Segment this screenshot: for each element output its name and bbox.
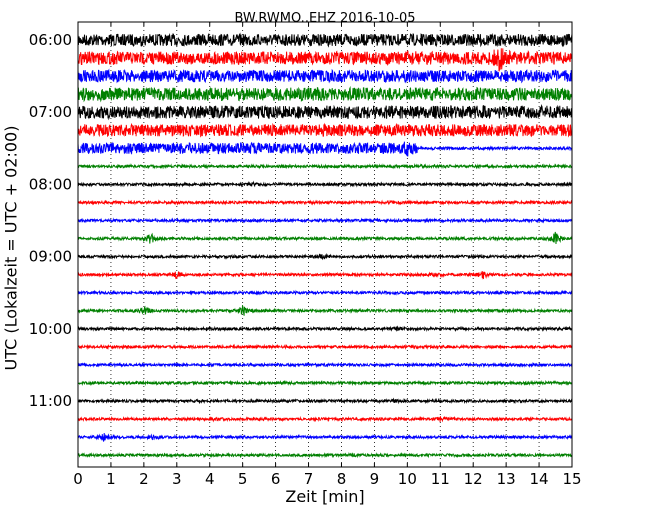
x-tick-label: 15: [562, 470, 581, 488]
x-tick-label: 3: [172, 470, 182, 488]
trace-0630-blue: [77, 68, 573, 84]
x-tick-label: 10: [398, 470, 417, 488]
y-tick-label: 10:00: [29, 320, 72, 338]
y-tick-label: 08:00: [29, 175, 72, 193]
trace-0700-black: [77, 104, 573, 121]
trace-0815-red: [77, 199, 573, 206]
trace-0845-green: [77, 231, 573, 245]
trace-0830-blue: [77, 217, 573, 224]
y-tick-label: 06:00: [29, 31, 72, 49]
trace-1115-red: [77, 415, 573, 423]
y-tick-label: 11:00: [29, 392, 72, 410]
x-tick-label: 11: [431, 470, 450, 488]
x-tick-label: 6: [271, 470, 281, 488]
trace-0900-black: [77, 253, 573, 261]
x-tick-label: 1: [106, 470, 116, 488]
trace-0930-blue: [77, 289, 573, 296]
trace-0715-red: [77, 122, 573, 138]
trace-0730-blue: [77, 141, 573, 157]
x-tick-label: 13: [497, 470, 516, 488]
x-tick-label: 9: [370, 470, 380, 488]
x-tick-label: 2: [139, 470, 149, 488]
x-tick-label: 14: [530, 470, 549, 488]
trace-0915-red: [77, 270, 573, 280]
x-tick-label: 0: [73, 470, 83, 488]
y-tick-label: 07:00: [29, 103, 72, 121]
x-tick-label: 5: [238, 470, 248, 488]
trace-0800-black: [77, 180, 573, 188]
tick-layer: [77, 22, 573, 467]
trace-0945-green: [77, 305, 573, 316]
x-tick-label: 4: [205, 470, 215, 488]
trace-1145-green: [77, 451, 573, 459]
trace-1015-red: [77, 343, 573, 351]
x-tick-label: 12: [464, 470, 483, 488]
trace-0615-red: [77, 48, 573, 72]
trace-layer: [77, 32, 573, 459]
label-layer: 0 1 2 3 4 5 6 7 8 9 10 11 12 13 14 1506:0007:0008:0009:…: [29, 31, 582, 488]
chart-title: BW.RWMO..EHZ 2016-10-05: [234, 11, 416, 26]
trace-1045-green: [77, 379, 573, 387]
x-axis-label: Zeit [min]: [285, 487, 365, 506]
y-axis-label: UTC (Lokalzeit = UTC + 02:00): [1, 125, 21, 371]
y-tick-label: 09:00: [29, 248, 72, 266]
trace-0745-green: [77, 163, 573, 170]
x-tick-label: 7: [304, 470, 314, 488]
trace-1000-black: [77, 325, 573, 333]
plot-frame: [77, 21, 573, 468]
trace-0645-green: [77, 85, 573, 103]
x-tick-label: 8: [337, 470, 347, 488]
trace-1100-black: [77, 397, 573, 405]
trace-0600-black: [77, 32, 573, 48]
trace-1130-blue: [77, 433, 573, 442]
trace-1030-blue: [77, 361, 573, 369]
